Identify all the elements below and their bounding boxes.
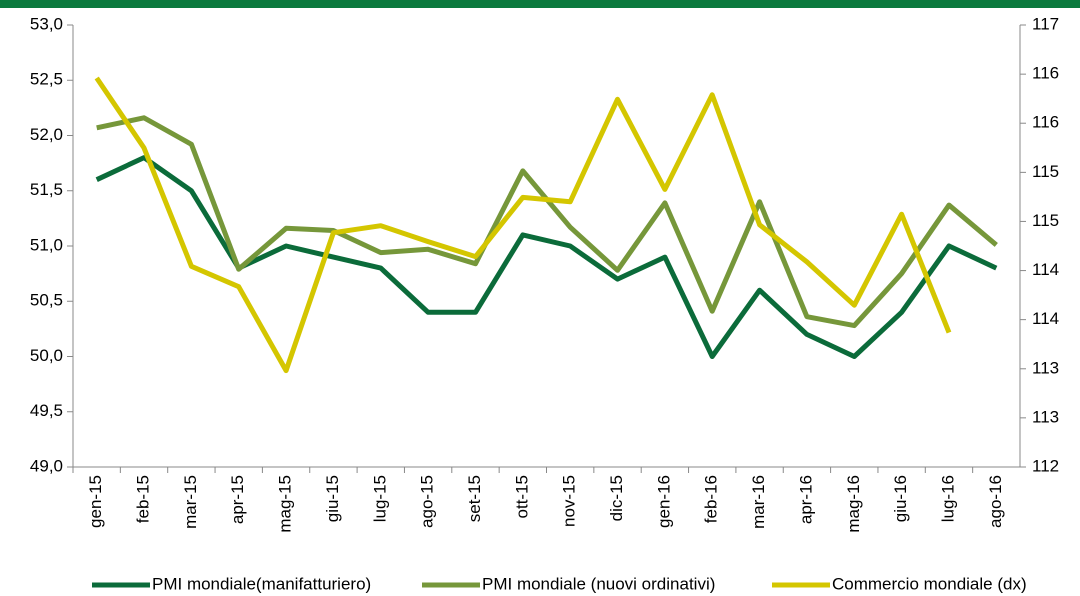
y2-tick-label: 113 [1032,358,1059,377]
x-tick-label: gen-15 [86,475,105,528]
y-tick-label: 50,5 [30,291,63,310]
y-tick-label: 50,0 [30,346,63,365]
x-tick-label: mar-15 [181,475,200,529]
y-tick-label: 51,0 [30,235,63,254]
y2-tick-label: 113 [1032,407,1059,426]
x-tick-label: lug-15 [370,475,389,522]
y2-tick-label: 115 [1032,162,1059,181]
x-tick-label: dic-15 [607,475,626,521]
x-tick-label: set-15 [465,475,484,522]
x-tick-label: mar-16 [749,475,768,529]
y2-tick-label: 116 [1032,113,1059,132]
y-tick-label: 53,0 [30,14,63,33]
y2-tick-label: 112 [1032,456,1059,475]
x-tick-label: ago-15 [418,475,437,528]
legend-label: PMI mondiale(manifatturiero) [152,574,371,593]
x-tick-label: ott-15 [512,475,531,518]
y-tick-label: 52,0 [30,125,63,144]
y-tick-label: 49,5 [30,401,63,420]
x-tick-label: ago-16 [986,475,1005,528]
legend-label: PMI mondiale (nuovi ordinativi) [482,574,715,593]
x-tick-label: nov-15 [560,475,579,527]
header-bar [0,0,1080,8]
x-tick-label: gen-16 [654,475,673,528]
legend-label: Commercio mondiale (dx) [832,574,1027,593]
y2-tick-label: 114 [1032,309,1059,328]
y-tick-label: 51,5 [30,180,63,199]
y2-tick-label: 114 [1032,260,1059,279]
x-tick-label: lug-16 [938,475,957,522]
y2-tick-label: 116 [1032,64,1059,83]
x-tick-label: apr-16 [796,475,815,524]
x-tick-label: giu-15 [323,475,342,522]
x-tick-label: feb-15 [134,475,153,523]
x-tick-label: apr-15 [228,475,247,524]
x-tick-label: feb-16 [702,475,721,523]
x-tick-label: giu-16 [891,475,910,522]
series-line [94,76,952,374]
x-tick-label: mag-16 [844,475,863,533]
y2-tick-label: 115 [1032,211,1059,230]
y-tick-label: 52,5 [30,70,63,89]
y-tick-label: 49,0 [30,456,63,475]
y2-tick-label: 117 [1032,14,1059,33]
x-tick-label: mag-15 [276,475,295,533]
